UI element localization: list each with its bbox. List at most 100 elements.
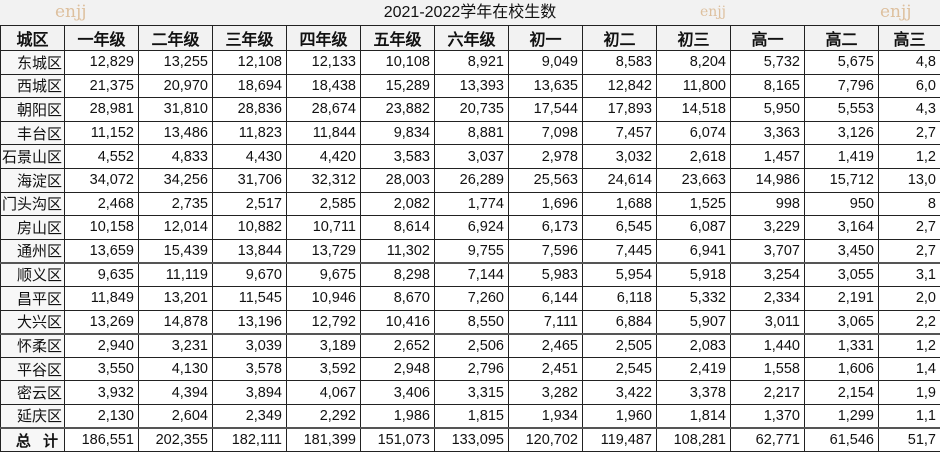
- table-cell: 2,978: [508, 144, 583, 169]
- table-cell: 3,1: [878, 262, 940, 287]
- district-name: 通州区: [0, 238, 65, 264]
- column-header: 初三: [656, 25, 731, 51]
- table-cell: 182,111: [212, 427, 287, 453]
- table-cell: 5,332: [656, 285, 731, 311]
- table-cell: 5,907: [656, 309, 731, 335]
- table-cell: 7,457: [582, 120, 657, 146]
- table-cell: 1,696: [508, 191, 583, 217]
- table-cell: 2,292: [286, 403, 361, 429]
- column-header: 二年级: [138, 25, 213, 51]
- table-cell: 9,049: [508, 50, 583, 75]
- table-row: 门头沟区 2,468 2,735 2,517 2,585 2,082 1,774 1,696 1…: [0, 191, 940, 217]
- table-cell: 11,823: [212, 120, 287, 146]
- district-name: 昌平区: [0, 285, 65, 311]
- table-cell: 6,924: [434, 215, 509, 240]
- table-cell: 11,800: [656, 73, 731, 99]
- column-header: 一年级: [64, 25, 139, 51]
- table-cell: 5,950: [730, 97, 805, 122]
- header-row: 城区 一年级 二年级 三年级 四年级 五年级 六年级 初一 初二 初三 高一 高二 高三: [0, 25, 940, 51]
- table-cell: 18,438: [286, 73, 361, 99]
- table-cell: 2,082: [360, 191, 435, 217]
- column-header: 三年级: [212, 25, 287, 51]
- table-cell: 1,934: [508, 403, 583, 429]
- table-cell: 13,729: [286, 238, 361, 264]
- district-name: 顺义区: [0, 262, 65, 287]
- table-cell: 1,457: [730, 144, 805, 169]
- table-cell: 8,298: [360, 262, 435, 287]
- table-cell: 7,111: [508, 309, 583, 335]
- total-row: 总 计 186,551 202,355 182,111 181,399 151,073 13…: [0, 427, 940, 453]
- table-cell: 6,545: [582, 215, 657, 240]
- table-cell: 9,834: [360, 120, 435, 146]
- table-cell: 2,796: [434, 356, 509, 382]
- table-cell: 34,072: [64, 167, 139, 193]
- table-cell: 2,083: [656, 333, 731, 358]
- table-cell: 8,670: [360, 285, 435, 311]
- table-cell: 2,2: [878, 309, 940, 335]
- table-cell: 1,986: [360, 403, 435, 429]
- table-cell: 11,545: [212, 285, 287, 311]
- table-cell: 11,119: [138, 262, 213, 287]
- table-cell: 186,551: [64, 427, 139, 453]
- table-row: 密云区 3,932 4,394 3,894 4,067 3,406 3,315 3,282 3,…: [0, 380, 940, 405]
- table-cell: 12,014: [138, 215, 213, 240]
- table-cell: 20,735: [434, 97, 509, 122]
- table-cell: 2,652: [360, 333, 435, 358]
- table-row: 丰台区 11,152 13,486 11,823 11,844 9,834 8,881 7,0…: [0, 120, 940, 146]
- table-cell: 1,1: [878, 403, 940, 429]
- table-cell: 17,893: [582, 97, 657, 122]
- table-cell: 2,506: [434, 333, 509, 358]
- table-cell: 1,299: [804, 403, 879, 429]
- table-cell: 2,7: [878, 120, 940, 146]
- table-cell: 10,108: [360, 50, 435, 75]
- table-cell: 120,702: [508, 427, 583, 453]
- table-cell: 1,440: [730, 333, 805, 358]
- table-cell: 31,810: [138, 97, 213, 122]
- table-cell: 12,108: [212, 50, 287, 75]
- district-name: 朝阳区: [0, 97, 65, 122]
- table-cell: 4,833: [138, 144, 213, 169]
- table-cell: 3,378: [656, 380, 731, 405]
- table-cell: 1,419: [804, 144, 879, 169]
- table-cell: 4,552: [64, 144, 139, 169]
- table-cell: 1,558: [730, 356, 805, 382]
- table-cell: 2,217: [730, 380, 805, 405]
- table-cell: 7,260: [434, 285, 509, 311]
- column-header: 六年级: [434, 25, 509, 51]
- table-cell: 31,706: [212, 167, 287, 193]
- table-cell: 133,095: [434, 427, 509, 453]
- table-cell: 6,941: [656, 238, 731, 264]
- table-cell: 12,792: [286, 309, 361, 335]
- table-cell: 10,711: [286, 215, 361, 240]
- table-cell: 28,674: [286, 97, 361, 122]
- table-cell: 10,416: [360, 309, 435, 335]
- district-name: 西城区: [0, 73, 65, 99]
- table-cell: 2,451: [508, 356, 583, 382]
- table-cell: 28,981: [64, 97, 139, 122]
- table-cell: 2,585: [286, 191, 361, 217]
- table-cell: 4,394: [138, 380, 213, 405]
- table-cell: 3,363: [730, 120, 805, 146]
- table-cell: 2,419: [656, 356, 731, 382]
- table-cell: 1,960: [582, 403, 657, 429]
- table-cell: 2,468: [64, 191, 139, 217]
- table-cell: 8,550: [434, 309, 509, 335]
- table-cell: 34,256: [138, 167, 213, 193]
- district-name: 门头沟区: [0, 191, 65, 217]
- table-cell: 7,144: [434, 262, 509, 287]
- district-name: 怀柔区: [0, 333, 65, 358]
- table-cell: 5,553: [804, 97, 879, 122]
- table-cell: 181,399: [286, 427, 361, 453]
- table-cell: 950: [804, 191, 879, 217]
- table-cell: 6,074: [656, 120, 731, 146]
- table-cell: 1,688: [582, 191, 657, 217]
- table-cell: 1,606: [804, 356, 879, 382]
- table-cell: 28,836: [212, 97, 287, 122]
- table-cell: 12,842: [582, 73, 657, 99]
- table-cell: 62,771: [730, 427, 805, 453]
- table-cell: 23,663: [656, 167, 731, 193]
- table-cell: 51,7: [878, 427, 940, 453]
- table-cell: 3,282: [508, 380, 583, 405]
- table-cell: 2,7: [878, 215, 940, 240]
- table-cell: 3,164: [804, 215, 879, 240]
